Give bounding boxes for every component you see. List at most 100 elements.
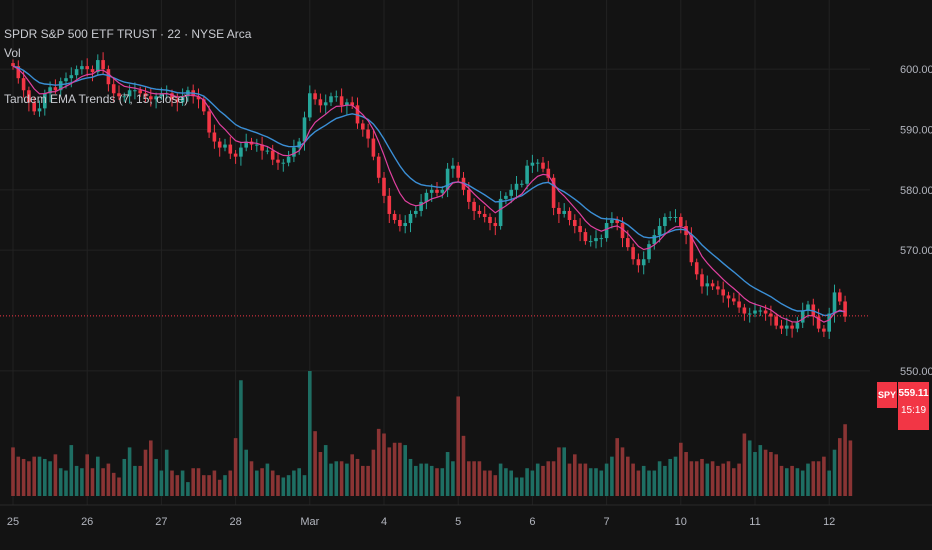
- volume-bar: [694, 461, 699, 496]
- volume-bar: [255, 470, 259, 496]
- volume-bar: [769, 452, 773, 496]
- candle-body: [769, 313, 773, 317]
- candle-body: [578, 226, 582, 233]
- volume-bar: [790, 465, 794, 496]
- candle-body: [472, 201, 476, 211]
- volume-bar: [758, 445, 763, 496]
- volume-bar: [414, 465, 418, 496]
- candle-body: [202, 99, 206, 112]
- volume-bar: [122, 458, 127, 496]
- volume-bar: [133, 465, 137, 496]
- candle-body: [758, 310, 763, 312]
- volume-bar: [509, 470, 513, 496]
- volume-bar: [684, 452, 688, 496]
- candle-body: [398, 220, 402, 227]
- candle-body: [80, 66, 84, 70]
- candle-body: [212, 132, 217, 142]
- candle-body: [96, 60, 100, 73]
- ema-fast-line: [12, 65, 846, 323]
- candle-body: [387, 195, 392, 214]
- candle-body: [700, 274, 704, 287]
- candle-body: [477, 210, 482, 214]
- volume-bar: [217, 479, 222, 496]
- volume-bar: [551, 461, 556, 496]
- volume-bar: [74, 465, 79, 496]
- volume-bar: [451, 461, 455, 496]
- time-axis[interactable]: 25 26 27 28 Mar 4 5 6 7 10 11 12: [0, 504, 932, 528]
- candle-body: [366, 129, 370, 139]
- candle-body: [334, 96, 339, 98]
- time-tick-label: 4: [381, 516, 387, 528]
- candle-body: [557, 207, 561, 214]
- volume-bar: [138, 465, 142, 496]
- candle-body: [170, 93, 174, 100]
- time-tick-label: 11: [749, 516, 760, 528]
- volume-legend[interactable]: Vol: [4, 46, 21, 60]
- volume-bar: [90, 468, 95, 496]
- volume-bar: [498, 463, 503, 496]
- candle-body: [806, 304, 810, 311]
- volume-bar: [11, 447, 15, 496]
- candle-body: [604, 223, 609, 239]
- candle-body: [281, 162, 286, 164]
- candle-body: [43, 93, 47, 109]
- candle-body: [520, 183, 524, 185]
- candle-body: [138, 90, 142, 94]
- candle-body: [530, 162, 535, 166]
- volume-bar: [186, 482, 190, 496]
- price-tick-label: 600.00: [900, 64, 932, 76]
- volume-bar: [588, 468, 593, 496]
- volume-bar: [398, 442, 402, 496]
- volume-bar: [668, 458, 672, 496]
- candle-body: [345, 102, 349, 106]
- volume-bar: [228, 470, 233, 496]
- volume-bar: [249, 461, 254, 496]
- price-tick-label: 580.00: [900, 185, 932, 197]
- indicator-legend[interactable]: Tandem EMA Trends (7, 15, close): [4, 92, 189, 106]
- price-tick-label: 550.00: [900, 366, 932, 378]
- last-price-tag: SPY 559.11 15:19: [877, 382, 929, 430]
- candle-body: [679, 216, 683, 227]
- candle-body: [488, 216, 492, 224]
- volume-bar: [16, 456, 21, 496]
- volume-bar: [488, 470, 492, 496]
- volume-bar: [440, 468, 445, 496]
- candle-body: [85, 66, 89, 70]
- candle-body: [445, 168, 450, 190]
- candle-body: [376, 156, 381, 178]
- candle-body: [440, 189, 445, 193]
- volume-bar: [467, 461, 471, 496]
- price-axis[interactable]: 600.00 590.00 580.00 570.00 550.00: [900, 64, 932, 378]
- volume-bar: [620, 447, 625, 496]
- volume-bar: [482, 470, 487, 496]
- volume-bar: [504, 468, 508, 496]
- volume-bar: [673, 456, 678, 496]
- candle-body: [668, 216, 672, 218]
- candle-body: [710, 283, 715, 287]
- candle-body: [276, 159, 280, 163]
- candle-body: [228, 144, 233, 154]
- volume-bar: [774, 454, 778, 496]
- volume-bar: [297, 468, 301, 496]
- volume-bar: [657, 461, 662, 496]
- candle-body: [588, 241, 593, 243]
- volume-bar: [308, 371, 312, 496]
- volume-bar: [191, 468, 195, 496]
- symbol-title[interactable]: SPDR S&P 500 ETF TRUST · 22 · NYSE Arca: [4, 27, 252, 41]
- candle-body: [726, 295, 731, 299]
- candle-body: [217, 141, 222, 148]
- candle-body: [541, 162, 545, 169]
- candle-body: [313, 93, 317, 100]
- grid-lines: [0, 0, 870, 505]
- volume-bar: [424, 463, 429, 496]
- candle-body: [69, 75, 74, 79]
- candle-body: [37, 108, 42, 112]
- candle-body: [673, 216, 678, 218]
- volume-bar: [419, 463, 423, 496]
- volume-bar: [339, 461, 344, 496]
- price-tag-value: 559.11: [898, 388, 929, 399]
- volume-bar: [546, 461, 551, 496]
- volume-bar: [270, 470, 275, 496]
- volume-bar: [286, 475, 291, 496]
